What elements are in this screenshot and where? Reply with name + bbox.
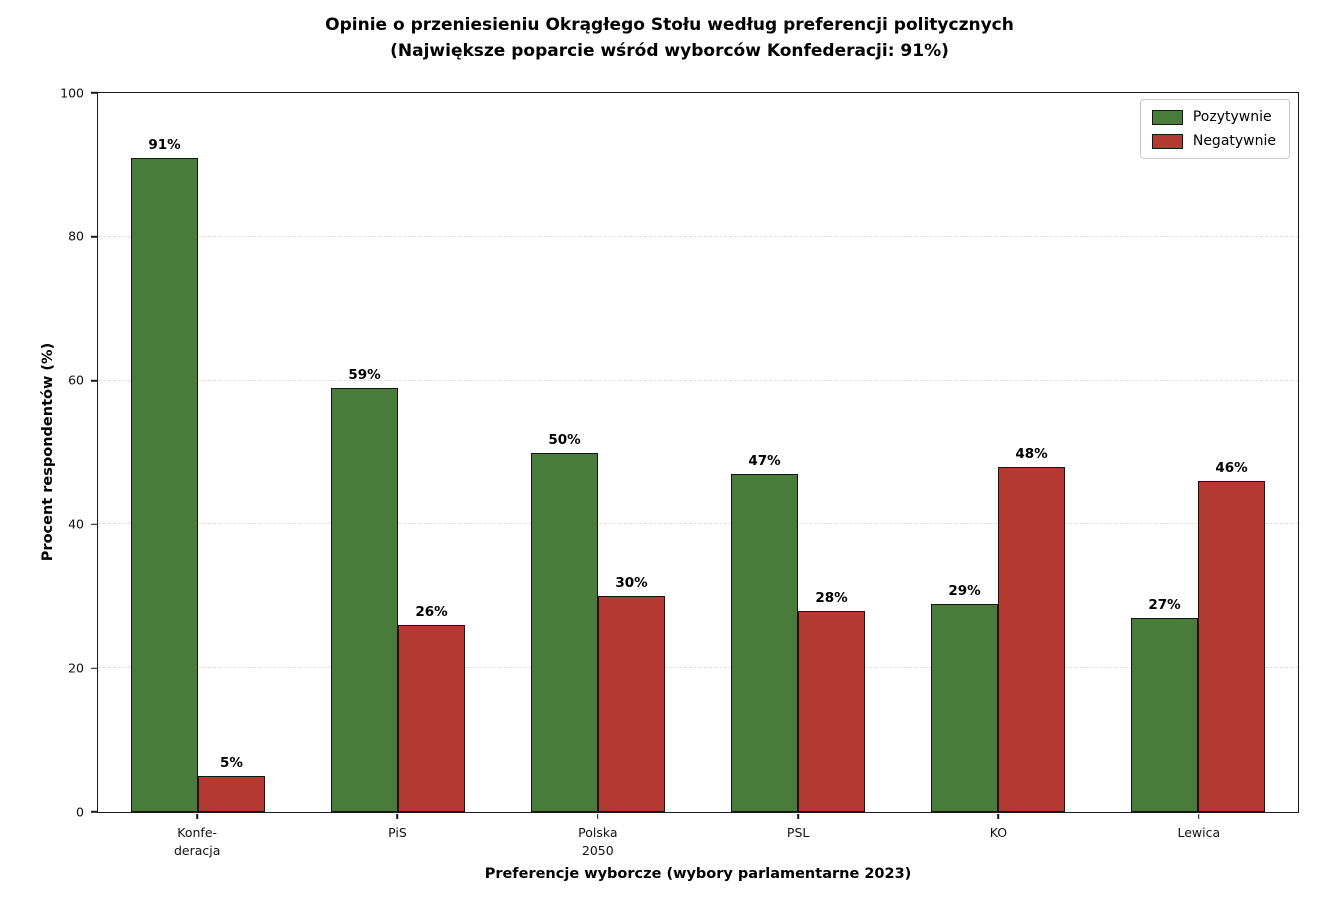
x-tick-label-1: Konfe- deracja xyxy=(97,814,297,859)
chart-title-line1: Opinie o przeniesieniu Okrągłego Stołu w… xyxy=(325,15,1014,35)
gridline-20 xyxy=(98,667,1298,669)
y-tick-label-80: 80 xyxy=(68,228,84,244)
x-tick-label-2: PiS xyxy=(297,814,497,859)
x-tick-mark-5 xyxy=(997,814,1000,819)
bar-col-negatywnie-1: 5% xyxy=(198,93,265,812)
x-tick-label-3: Polska 2050 xyxy=(498,814,698,859)
x-axis-labels: Konfe- deracja PiS Polska 2050 PSL KO Lewica xyxy=(97,814,1299,859)
bar-group-3: 50% 30% xyxy=(498,93,698,812)
bar-pozytywnie-2 xyxy=(331,387,398,812)
bar-value-label: 50% xyxy=(548,431,581,448)
y-tick-label-100: 100 xyxy=(60,84,84,100)
bar-col-pozytywnie-4: 47% xyxy=(731,93,798,812)
bar-col-negatywnie-5: 48% xyxy=(998,93,1065,812)
bar-col-pozytywnie-2: 59% xyxy=(331,93,398,812)
legend-item-negatywnie: Negatywnie xyxy=(1151,133,1276,149)
bar-pozytywnie-4 xyxy=(731,474,798,812)
gridlines-layer xyxy=(98,93,1298,812)
bar-group-2: 59% 26% xyxy=(298,93,498,812)
legend-label-pozytywnie: Pozytywnie xyxy=(1192,109,1272,125)
y-tick-mark-60 xyxy=(91,379,98,382)
x-tick-mark-1 xyxy=(196,814,198,819)
bar-negatywnie-6 xyxy=(1198,481,1265,812)
bar-group-5: 29% 48% xyxy=(898,93,1098,812)
bar-col-negatywnie-2: 26% xyxy=(398,93,465,812)
bar-value-label: 59% xyxy=(348,366,381,383)
x-axis-title: Preferencje wyborcze (wybory parlamentar… xyxy=(484,866,912,882)
y-tick-label-60: 60 xyxy=(68,372,84,388)
bar-group-4: 47% 28% xyxy=(698,93,898,812)
bar-negatywnie-3 xyxy=(598,596,665,812)
y-tick-mark-20 xyxy=(91,667,98,669)
legend: Pozytywnie Negatywnie xyxy=(1139,99,1290,159)
bar-col-pozytywnie-6: 27% xyxy=(1131,93,1198,812)
gridline-80 xyxy=(98,235,1298,237)
bar-value-label: 26% xyxy=(415,604,448,621)
y-tick-mark-80 xyxy=(91,236,98,238)
x-tick-mark-4 xyxy=(797,814,799,819)
x-tick-mark-3 xyxy=(597,814,599,819)
bar-col-pozytywnie-3: 50% xyxy=(531,93,598,812)
legend-swatch-negatywnie xyxy=(1151,133,1183,149)
bar-pozytywnie-6 xyxy=(1131,617,1198,812)
x-tick-mark-6 xyxy=(1198,814,1200,819)
bars-layer: 91% 5% 59% 26% 50% 30% 47% 28% 29% 48% 27% 46% xyxy=(98,93,1298,812)
gridline-40 xyxy=(98,523,1298,525)
gridline-60 xyxy=(98,379,1298,381)
bar-col-pozytywnie-5: 29% xyxy=(931,93,998,812)
chart-title: Opinie o przeniesieniu Okrągłego Stołu w… xyxy=(0,13,1339,64)
bar-value-label: 48% xyxy=(1015,445,1048,462)
bar-negatywnie-2 xyxy=(398,625,465,812)
bar-pozytywnie-3 xyxy=(531,452,598,812)
chart-title-line2: (Największe poparcie wśród wyborców Konf… xyxy=(390,40,949,61)
y-tick-mark-40 xyxy=(91,523,98,526)
bar-col-pozytywnie-1: 91% xyxy=(131,93,198,812)
y-axis-title: Procent respondentów (%) xyxy=(40,342,56,562)
y-tick-label-40: 40 xyxy=(68,516,84,532)
legend-label-negatywnie: Negatywnie xyxy=(1192,133,1276,149)
plot-area: 91% 5% 59% 26% 50% 30% 47% 28% 29% 48% 27% 46% 0 20 4… xyxy=(60,86,1299,817)
bar-value-label: 28% xyxy=(815,589,848,606)
x-tick-label-5: KO xyxy=(898,814,1098,859)
bar-value-label: 30% xyxy=(615,575,648,592)
x-tick-label-4: PSL xyxy=(698,814,898,859)
bar-col-negatywnie-4: 28% xyxy=(798,93,865,812)
bar-value-label: 29% xyxy=(948,582,981,599)
bar-value-label: 5% xyxy=(220,755,243,772)
bar-col-negatywnie-6: 46% xyxy=(1198,93,1265,812)
bar-negatywnie-5 xyxy=(998,466,1065,812)
y-tick-mark-100 xyxy=(91,92,98,94)
legend-swatch-pozytywnie xyxy=(1151,109,1183,125)
bar-group-6: 27% 46% xyxy=(1098,93,1298,812)
bar-pozytywnie-1 xyxy=(131,157,198,812)
bar-value-label: 91% xyxy=(148,136,181,153)
bar-pozytywnie-5 xyxy=(931,603,998,812)
y-tick-label-0: 0 xyxy=(76,803,84,819)
bar-value-label: 46% xyxy=(1215,460,1248,477)
bar-value-label: 47% xyxy=(748,453,781,470)
legend-item-pozytywnie: Pozytywnie xyxy=(1151,109,1276,125)
bar-negatywnie-4 xyxy=(798,610,865,812)
bar-col-negatywnie-3: 30% xyxy=(598,93,665,812)
bar-value-label: 27% xyxy=(1148,596,1181,613)
y-tick-label-20: 20 xyxy=(68,659,84,675)
y-tick-mark-0 xyxy=(91,811,98,813)
x-tick-label-6: Lewica xyxy=(1099,814,1299,859)
bar-negatywnie-1 xyxy=(198,776,265,812)
x-tick-mark-2 xyxy=(396,814,399,819)
bar-group-1: 91% 5% xyxy=(98,93,298,812)
